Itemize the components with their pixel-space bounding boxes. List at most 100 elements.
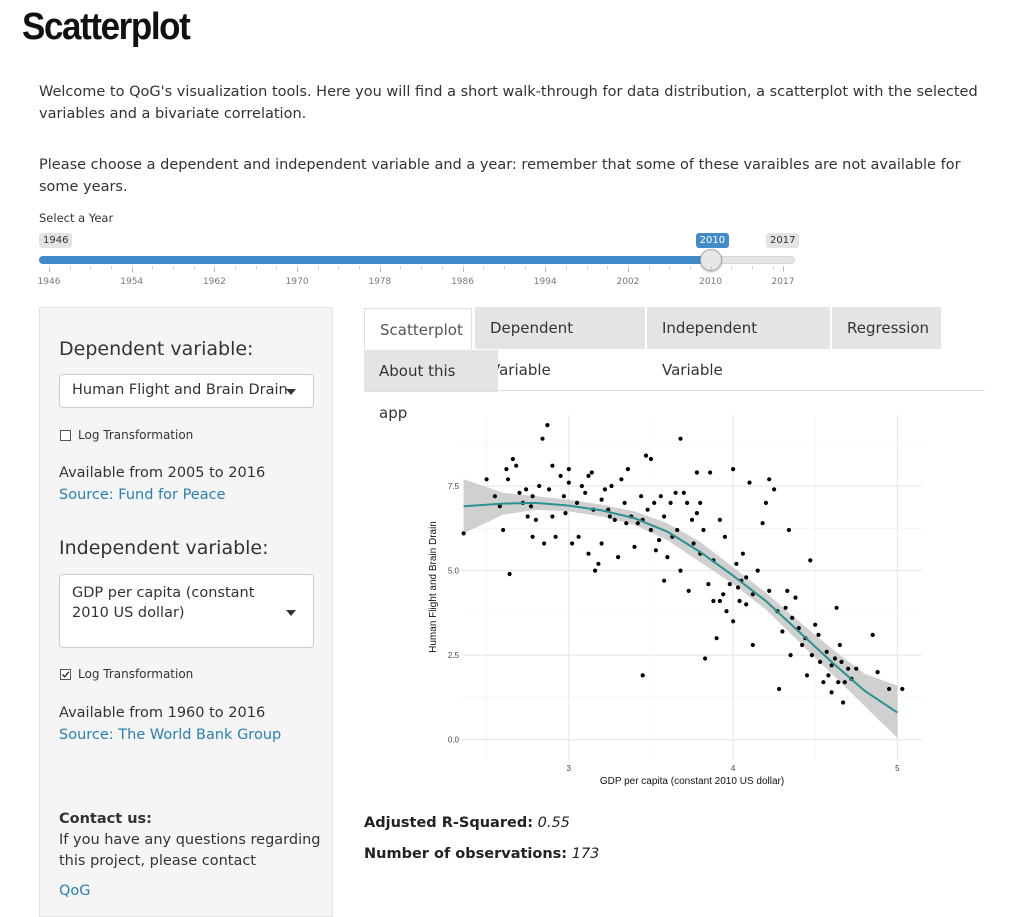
data-point [609,483,614,489]
dependent-variable-value: Human Flight and Brain Drain [72,382,288,398]
data-point [744,575,749,580]
dependent-variable-select[interactable]: Human Flight and Brain Drain [59,374,314,408]
independent-source-link[interactable]: Source: The World Bank Group [59,727,282,743]
slider-tick-mark [627,266,629,272]
slider-minor-tick [627,266,629,269]
slider-minor-tick [586,266,588,269]
x-tick-label: 3 [567,764,572,773]
data-point [574,500,580,505]
data-point [836,680,841,685]
contact-qog-link[interactable]: QoG [59,883,91,899]
tab-regression[interactable]: Regression [832,307,941,349]
x-tick-label: 5 [895,764,900,773]
data-points [461,423,905,705]
data-point [816,632,821,637]
slider-minor-tick [49,266,50,269]
data-point [484,477,489,482]
tab-about[interactable]: About this app [364,350,498,422]
data-point [566,480,571,485]
page-title: Scatterplot [22,6,191,48]
slider-minor-tick [297,266,299,269]
data-point [593,568,598,573]
data-point [653,548,658,553]
confidence-band [463,479,898,738]
tab-dependent-variable[interactable]: Dependent Variable [475,307,645,379]
independent-log-label: Log Transformation [78,667,194,681]
dependent-log-label: Log Transformation [78,428,194,442]
scatterplot-chart: 3 4 5 0.0 2.5 5.0 7.5 GDP per capita (constant… [428,415,922,787]
data-point [648,527,653,533]
data-point [643,453,649,458]
data-point [558,473,563,478]
data-point [678,568,683,573]
independent-variable-select[interactable]: GDP per capita (constant 2010 US dollar) [59,574,314,648]
slider-minor-tick [317,266,319,269]
data-point [824,649,829,654]
data-point [673,490,678,495]
slider-tick-mark [545,266,547,272]
data-point [570,541,575,546]
data-point [708,470,713,475]
data-point [681,490,686,495]
data-point [790,615,795,620]
tab-independent-variable[interactable]: Independent Variable [647,307,830,379]
independent-log-checkbox[interactable] [60,669,71,680]
slider-minor-tick [421,266,423,269]
slider-tick-label: 1970 [285,277,309,287]
slider-minor-tick [69,266,71,269]
data-point [717,598,722,604]
data-point [528,504,534,509]
slider-minor-tick [235,266,237,269]
slider-minor-tick [152,266,154,269]
slider-minor-tick [111,266,113,269]
slider-minor-tick [545,266,547,269]
data-point [497,504,502,509]
year-slider-label: Select a Year [39,211,114,225]
slider-minor-tick [607,266,609,269]
data-point [846,666,851,671]
data-point [793,595,798,600]
data-point [777,686,782,692]
data-point [635,521,640,526]
intro-paragraph: Welcome to QoG's visualization tools. He… [39,84,978,122]
dependent-source-link[interactable]: Source: Fund for Peace [59,487,226,503]
tab-scatterplot[interactable]: Scatterplot [364,308,472,350]
data-point [837,642,842,648]
data-point [685,500,690,505]
slider-minor-tick [648,266,650,269]
data-point [678,436,683,441]
data-point [786,527,791,533]
slider-tick-label: 1994 [533,277,557,287]
data-point [561,494,566,499]
data-point [686,588,691,593]
data-point [767,588,772,593]
slider-value-label: 2010 [695,233,730,248]
slider-tick-mark [379,266,381,272]
data-point [689,517,695,522]
data-point [727,582,732,587]
data-point [579,483,584,489]
data-point [657,538,662,543]
adjusted-r-squared: Adjusted R-Squared: 0.55 [364,815,570,831]
slider-tick-label: 1954 [120,277,144,287]
data-point [731,467,736,472]
data-point [737,598,742,604]
slider-tick-label: 2010 [699,277,723,287]
slider-minor-tick [441,266,443,269]
data-point [809,653,814,658]
data-point [533,517,538,522]
data-point [648,456,653,462]
data-point [586,473,591,478]
dependent-log-checkbox[interactable] [60,430,71,441]
data-point [813,622,818,627]
dependent-available-text: Available from 2005 to 2016 [59,465,266,481]
slider-minor-tick [379,266,381,269]
fit-line [463,501,898,714]
data-point [711,598,716,604]
data-point [550,514,555,519]
data-point [755,568,760,573]
number-of-observations: Number of observations: 173 [364,846,599,862]
data-point [566,467,571,472]
data-point [731,619,736,624]
plot-panel [462,415,922,760]
